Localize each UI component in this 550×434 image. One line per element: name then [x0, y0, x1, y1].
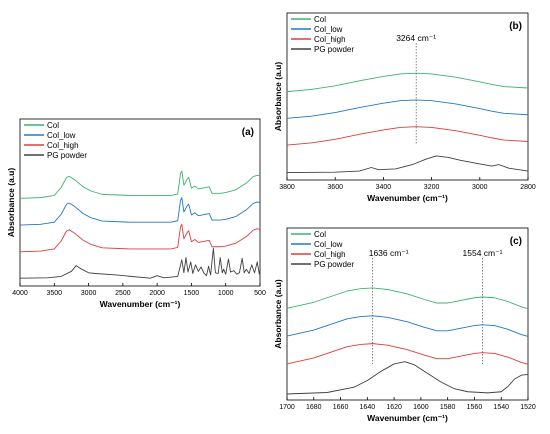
series-line-col-high [19, 223, 261, 253]
y-axis-label: Absorbance (a.u) [273, 279, 283, 349]
legend-label: Col_high [314, 35, 346, 44]
x-tick-label: 1000 [218, 290, 234, 297]
x-tick-label: 1640 [360, 404, 376, 411]
y-axis-label: Absorbance (a.u) [273, 62, 283, 132]
x-tick-label: 1660 [333, 404, 349, 411]
series-line-pg-powder [286, 155, 529, 174]
x-tick-label: 1500 [184, 290, 200, 297]
x-tick-label: 1700 [279, 404, 295, 411]
legend-label: Col_low [314, 240, 343, 249]
x-tick-label: 2000 [149, 290, 165, 297]
x-tick-label: 1620 [386, 404, 402, 411]
x-tick-label: 3800 [279, 184, 295, 191]
x-tick-label: 500 [254, 290, 266, 297]
legend-label: PG powder [314, 45, 354, 54]
x-tick-label: 2800 [520, 184, 536, 191]
plot-frame [286, 12, 529, 181]
series-line-col [286, 72, 529, 93]
x-tick-label: 1540 [493, 404, 509, 411]
x-axis-label: Wavenumber (cm⁻¹) [367, 413, 448, 423]
annotation-label: 3264 cm⁻¹ [396, 33, 436, 43]
x-tick-label: 1600 [413, 404, 429, 411]
x-tick-label: 1580 [440, 404, 456, 411]
legend-label: PG powder [47, 151, 87, 160]
panel-label: (b) [509, 21, 522, 32]
y-axis-label: Absorbance (a.u) [6, 168, 16, 238]
series-line-pg-powder [19, 247, 261, 279]
x-tick-label: 1520 [520, 404, 536, 411]
x-tick-label: 3600 [327, 184, 343, 191]
legend-label: Col [47, 121, 59, 130]
series-line-col-high [286, 343, 529, 365]
panel-label: (a) [242, 127, 254, 138]
annotation-label: 1554 cm⁻¹ [463, 248, 503, 258]
x-tick-label: 3500 [46, 290, 62, 297]
series-line-col [19, 170, 261, 199]
legend-label: Col_high [47, 141, 79, 150]
x-tick-label: 1560 [467, 404, 483, 411]
x-tick-label: 3000 [81, 290, 97, 297]
x-tick-label: 2500 [115, 290, 131, 297]
series-line-pg-powder [286, 361, 529, 395]
annotation-label: 1636 cm⁻¹ [369, 248, 409, 258]
plot-frame [286, 227, 529, 401]
x-tick-label: 1680 [306, 404, 322, 411]
legend-label: Col [314, 15, 326, 24]
series-line-col-low [286, 315, 529, 337]
series-line-col-high [286, 126, 529, 146]
x-tick-label: 4000 [12, 290, 28, 297]
series-line-col-low [286, 99, 529, 119]
x-axis-label: Wavenumber (cm⁻¹) [367, 193, 448, 203]
legend-label: Col_low [47, 131, 76, 140]
legend-label: Col_low [314, 25, 343, 34]
x-tick-label: 3200 [424, 184, 440, 191]
legend-label: PG powder [314, 260, 354, 269]
x-axis-label: Wavenumber (cm⁻¹) [100, 299, 181, 309]
x-tick-label: 3400 [376, 184, 392, 191]
x-tick-label: 3000 [472, 184, 488, 191]
legend-label: Col [314, 230, 326, 239]
panel-label: (c) [510, 236, 522, 247]
legend-label: Col_high [314, 250, 346, 259]
series-line-col-low [19, 197, 261, 226]
series-line-col [286, 287, 529, 310]
